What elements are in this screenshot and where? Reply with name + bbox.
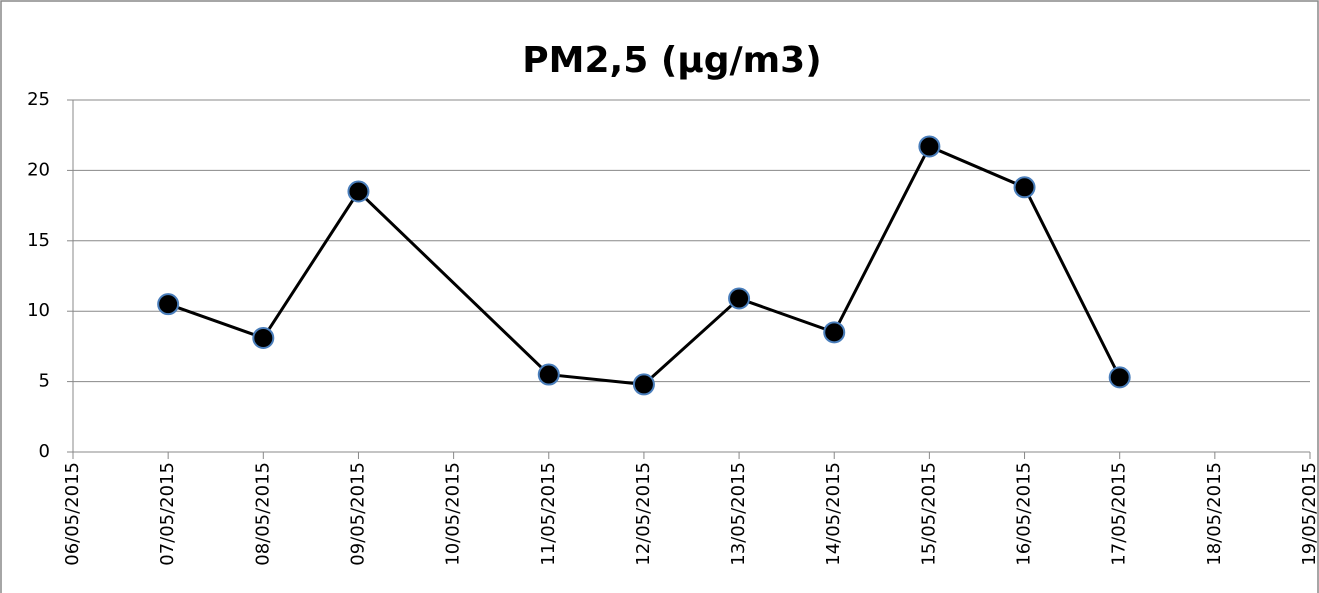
line xyxy=(167,144,1122,386)
x-tick-label: 12/05/2015 xyxy=(633,462,654,566)
marker xyxy=(347,180,370,203)
x-tick-label: 08/05/2015 xyxy=(252,462,273,566)
marker xyxy=(157,293,180,316)
x-tick-label: 09/05/2015 xyxy=(347,462,368,566)
marker xyxy=(1013,176,1036,199)
x-tick-label: 15/05/2015 xyxy=(918,462,939,566)
marker xyxy=(252,326,275,349)
y-tick-label: 10 xyxy=(27,300,50,321)
x-tick-label: 18/05/2015 xyxy=(1204,462,1225,566)
marker xyxy=(632,373,655,396)
chart-title: PM2,5 (µg/m3) xyxy=(522,40,821,81)
x-tick-label: 14/05/2015 xyxy=(823,462,844,566)
x-tick-label: 16/05/2015 xyxy=(1014,462,1035,566)
marker xyxy=(537,363,560,386)
marker xyxy=(728,287,751,310)
x-tick-label: 13/05/2015 xyxy=(728,462,749,566)
y-tick-label: 20 xyxy=(27,159,50,180)
x-tick-label: 06/05/2015 xyxy=(62,462,83,566)
x-tick-label: 07/05/2015 xyxy=(157,462,178,566)
marker xyxy=(918,135,941,158)
x-tick-label: 19/05/2015 xyxy=(1299,462,1319,566)
x-tick-label: 11/05/2015 xyxy=(538,462,559,566)
y-tick-label: 5 xyxy=(39,371,50,392)
y-tick-label: 0 xyxy=(39,441,50,462)
y-tick-label: 15 xyxy=(27,230,50,251)
marker xyxy=(1108,366,1131,389)
y-tick-label: 25 xyxy=(27,89,50,110)
marker xyxy=(823,321,846,344)
x-tick-label: 17/05/2015 xyxy=(1109,462,1130,566)
x-tick-label: 10/05/2015 xyxy=(443,462,464,566)
